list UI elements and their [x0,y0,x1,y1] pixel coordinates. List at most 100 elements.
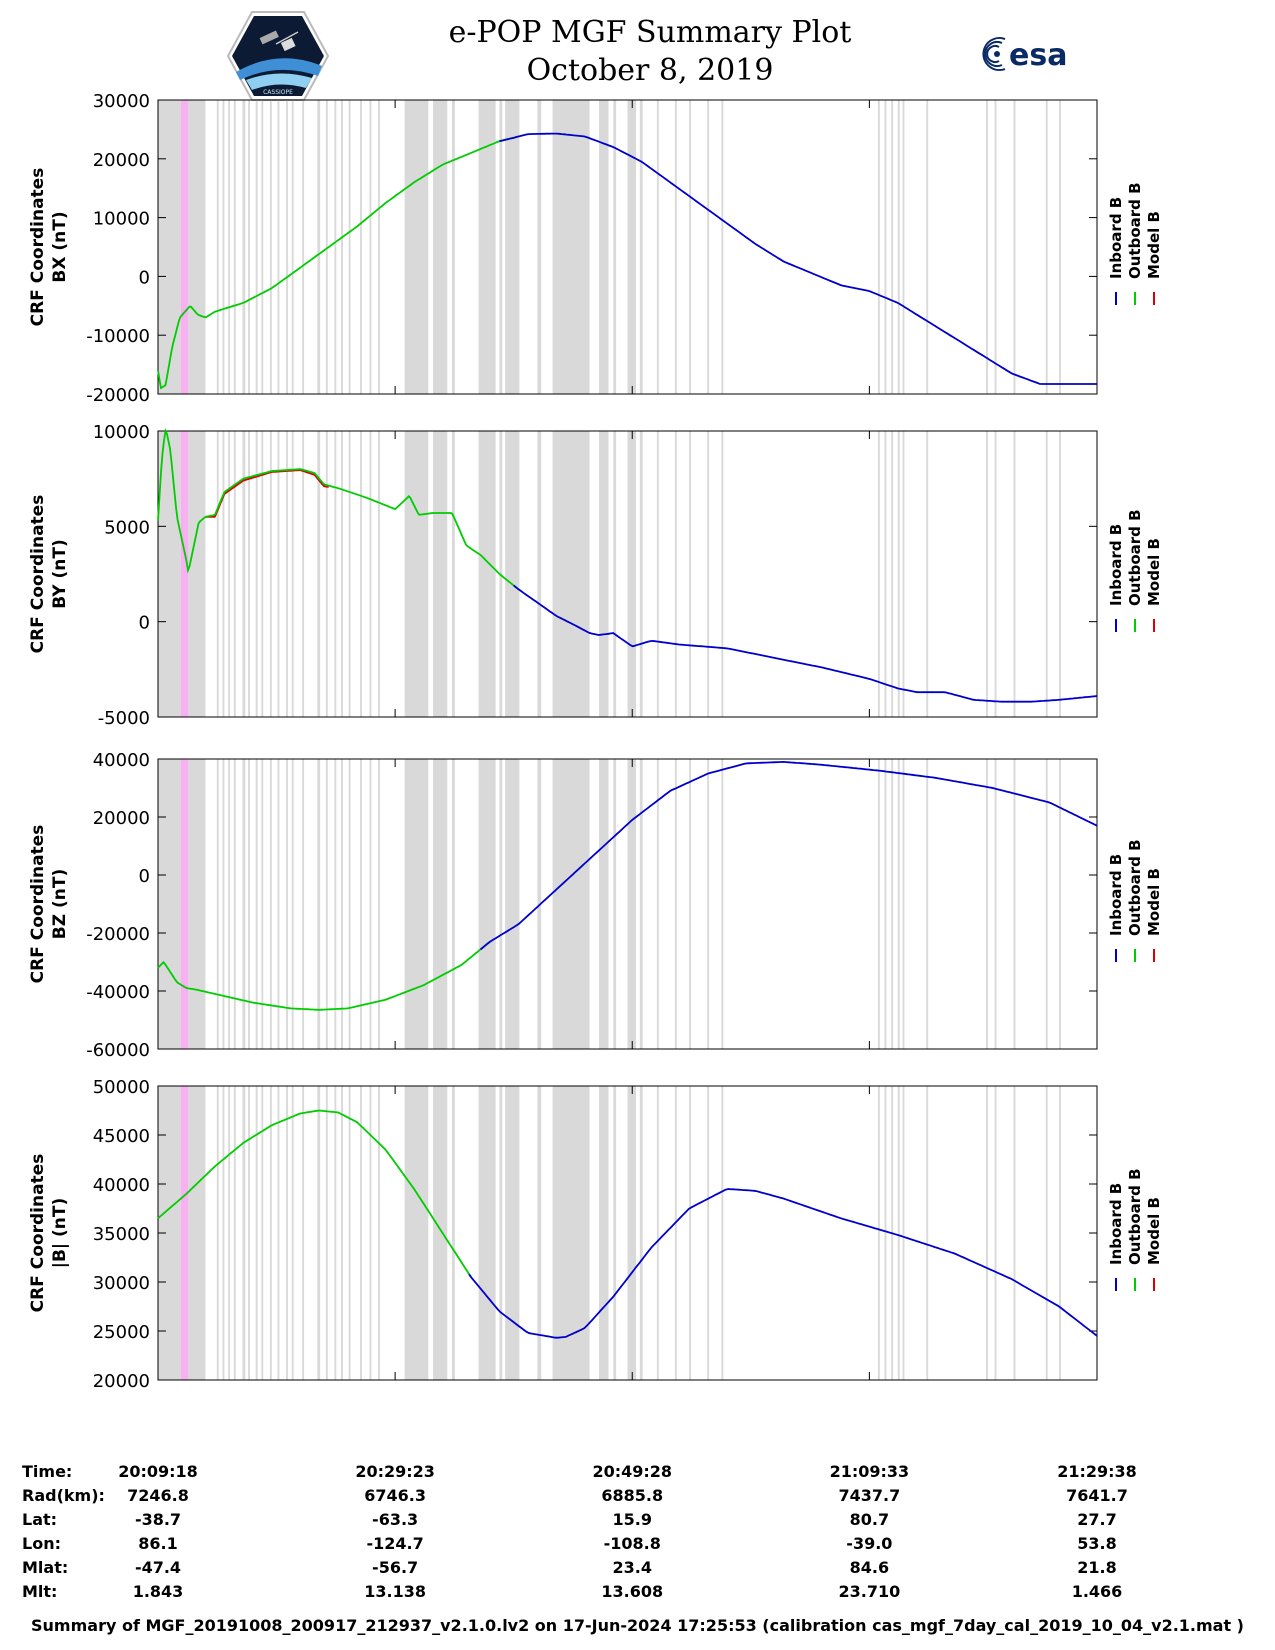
gap-band [891,100,894,394]
gap-band [877,1086,880,1380]
y-axis-label-line-2: |B| (nT) [50,1198,70,1269]
gap-band [627,1086,637,1380]
gap-band [499,100,503,394]
gap-band [317,1086,321,1380]
gap-band [994,100,997,394]
gap-band [277,100,280,394]
gap-band [378,100,380,394]
ephemeris-value: 27.7 [1077,1510,1117,1529]
plot-frame [157,430,1098,718]
gap-band [877,759,880,1049]
gap-band [707,431,710,717]
gap-band [188,1086,206,1380]
legend-label: Outboard B [1126,509,1144,606]
gap-band [248,759,251,1049]
gap-band [639,759,643,1049]
gap-band [242,1086,246,1380]
gap-band [433,759,448,1049]
gap-band [325,100,328,394]
highlight-band [180,100,189,394]
gap-band [255,100,258,394]
ephemeris-value: 15.9 [612,1510,652,1529]
plot-frame [157,758,1098,1050]
series-line-model-b [205,469,329,518]
gap-band [341,100,343,394]
gap-band [404,1086,429,1380]
chart-panel-by: -5000 0 5000 10000 CRF Coordinates BY (nT) Inb… [28,422,1163,729]
legend-label: Inboard B [1107,1183,1125,1265]
gap-band [897,100,900,394]
gap-band [1013,100,1016,394]
gap-band [674,431,677,717]
ephemeris-value: 7641.7 [1066,1486,1128,1505]
gap-band [599,1086,609,1380]
ephemeris-value: -56.7 [372,1558,419,1577]
gap-band [360,100,362,394]
gap-band [341,431,343,717]
y-tick-label: 40000 [93,750,150,771]
gap-band [348,759,351,1049]
ephemeris-value: -39.0 [846,1534,893,1553]
y-axis-label: CRF Coordinates BX (nT) [28,168,70,327]
gap-band [255,431,258,717]
gap-band [369,759,372,1049]
y-tick-label: 40000 [93,1175,150,1196]
y-axis-label: CRF Coordinates BY (nT) [28,495,70,654]
gap-band [452,759,455,1049]
y-axis-label-line-1: CRF Coordinates [28,495,48,654]
ephemeris-value: 6746.3 [364,1486,426,1505]
gap-band [233,100,236,394]
y-tick-label: 0 [139,267,150,288]
ephemeris-value: 80.7 [849,1510,890,1529]
y-tick-label: -5000 [98,708,150,729]
y-axis-label-line-1: CRF Coordinates [28,1154,48,1313]
gap-band [1013,1086,1016,1380]
y-tick-label: -20000 [86,385,150,406]
y-tick-label: -40000 [86,982,150,1003]
ephemeris-row-label: Lon: [22,1534,61,1553]
ephemeris-value: -124.7 [366,1534,424,1553]
ephemeris-value: -108.8 [603,1534,661,1553]
gap-band [269,759,272,1049]
gap-band [994,431,997,717]
gap-band [334,1086,337,1380]
y-tick-label: 20000 [93,150,150,171]
gap-band [599,431,609,717]
gap-band [1013,431,1016,717]
gap-band [222,100,225,394]
gap-band [233,759,236,1049]
series-line-inboard-b [513,584,1098,703]
cassiope-logo-icon: CASSIOPE [226,11,330,101]
gap-band [404,759,429,1049]
legend-label: Model B [1145,1197,1163,1265]
gap-band [537,431,542,717]
gap-band [721,759,724,1049]
gap-band [222,431,225,717]
gap-band [505,431,520,717]
series-line-outboard-b [157,1109,472,1278]
ephemeris-table: Time: 20:09:18 20:29:23 20:49:28 21:09:33 21:… [0,1462,1275,1612]
chart-panel-bmag: 20000 25000 30000 35000 40000 45000 50000 CRF C… [28,1077,1163,1392]
gap-band [707,100,710,394]
gap-band [505,1086,520,1380]
gap-band [286,100,288,394]
gap-band [269,1086,272,1380]
gap-band [986,759,988,1049]
gap-band [291,1086,294,1380]
ephemeris-value: 7246.8 [127,1486,189,1505]
gap-band [877,431,880,717]
gap-band [613,759,617,1049]
gap-band [302,431,305,717]
gap-band [986,1086,988,1380]
series-line-outboard-b [157,428,519,590]
gap-band [1059,431,1061,717]
gap-band [452,431,455,717]
gap-band [378,759,380,1049]
gap-band [537,1086,542,1380]
gap-band [188,431,206,717]
series-line-outboard-b [157,940,491,1011]
title-line-2: October 8, 2019 [526,53,774,88]
ephemeris-value: 53.8 [1077,1534,1117,1553]
ephemeris-value: 13.608 [601,1582,664,1601]
gap-band [613,431,617,717]
